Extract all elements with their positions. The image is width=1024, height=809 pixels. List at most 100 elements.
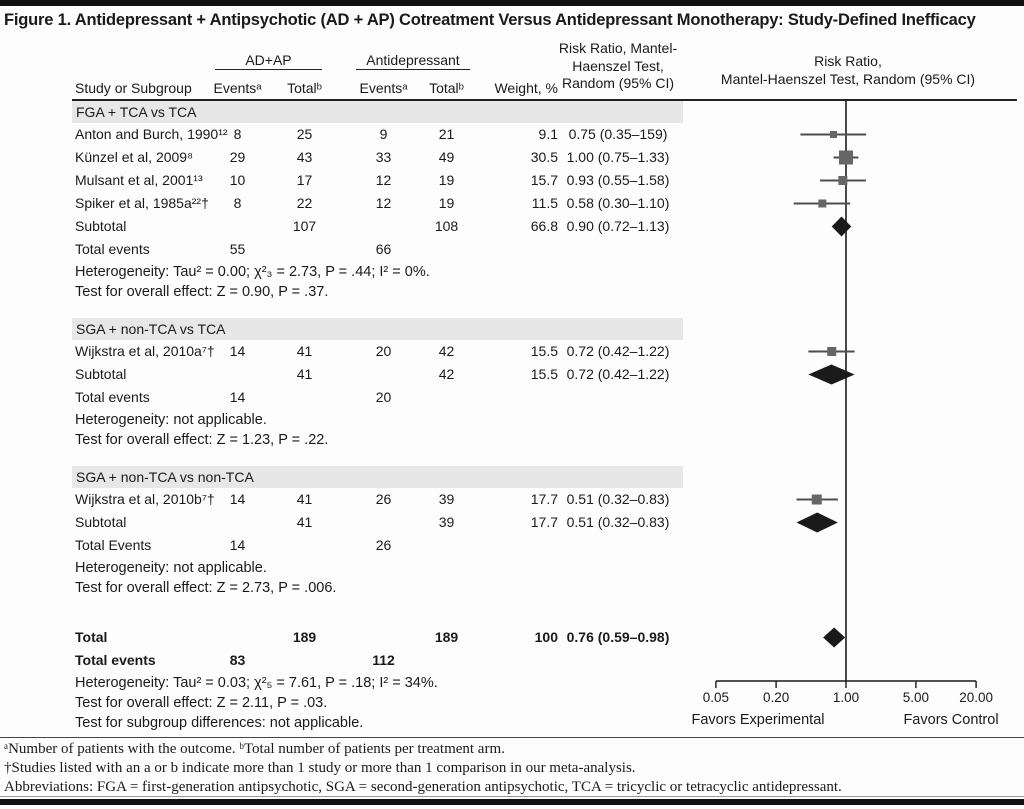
cell-w: 15.7: [530, 172, 558, 188]
study-row: Künzel et al, 2009⁸ 29 43 33 49 30.5 1.00 (0.7…: [0, 146, 1024, 169]
cell-e2: 66: [375, 241, 392, 257]
note-row: Test for subgroup differences: not appli…: [0, 713, 1024, 733]
favors-experimental-label: Favors Experimental: [692, 712, 825, 728]
cell-rr: 0.51 (0.32–0.83): [566, 514, 670, 530]
cell-rr: 0.51 (0.32–0.83): [566, 491, 670, 507]
note-row: Test for overall effect: Z = 2.73, P = .…: [0, 578, 1024, 598]
cell-study: Subtotal: [75, 218, 127, 234]
cell-t2: 39: [438, 514, 455, 530]
note-row: Heterogeneity: not applicable.: [0, 410, 1024, 430]
study-row: Wijkstra et al, 2010b⁷† 14 41 26 39 17.7 0.51 …: [0, 488, 1024, 511]
col-group-antidepressant: Antidepressant: [356, 52, 470, 70]
effect-square: [827, 347, 837, 356]
top-rule: [0, 0, 1024, 6]
cell-e2: 9: [379, 126, 388, 142]
note-row: Heterogeneity: Tau² = 0.03; χ²₅ = 7.61, …: [0, 673, 1024, 693]
col-header-total-ad: Totalᵇ: [429, 80, 464, 96]
cell-rr: 0.93 (0.55–1.58): [566, 172, 670, 188]
note-text: Test for overall effect: Z = 2.11, P = .…: [75, 695, 328, 711]
cell-rr: 0.58 (0.30–1.10): [566, 195, 670, 211]
note-row: Test for overall effect: Z = 2.11, P = .…: [0, 693, 1024, 713]
section-band: FGA + TCA vs TCA: [72, 101, 683, 123]
col-header-risk-ratio: Risk Ratio, Mantel- Haenszel Test, Rando…: [543, 40, 693, 93]
subtotal-row: Subtotal 41 42 15.5 0.72 (0.42–1.22): [0, 363, 1024, 386]
cell-e1: 55: [229, 241, 246, 257]
cell-e2: 12: [375, 195, 392, 211]
subtotal-row: Subtotal 41 39 17.7 0.51 (0.32–0.83): [0, 511, 1024, 534]
note-row: Heterogeneity: Tau² = 0.00; χ²₃ = 2.73, …: [0, 262, 1024, 282]
note-text: Test for overall effect: Z = 0.90, P = .…: [75, 284, 329, 300]
col-header-weight: Weight, %: [494, 80, 558, 96]
cell-study: Total events: [75, 389, 150, 405]
cell-e2: 26: [375, 537, 392, 553]
cell-w: 15.5: [530, 366, 558, 382]
cell-e1: 8: [233, 195, 242, 211]
footnote-abbreviations: Abbreviations: FGA = first-generation an…: [4, 779, 842, 795]
cell-t1: 22: [296, 195, 313, 211]
col-header-risk-ratio-line3: Random (95% CI): [561, 75, 675, 91]
x-axis-tick-label: 0.20: [763, 690, 789, 705]
section-label: SGA + non-TCA vs non-TCA: [76, 469, 254, 485]
cell-study: Total events: [75, 652, 156, 668]
cell-rr: 0.72 (0.42–1.22): [566, 343, 670, 359]
pooled-diamond: [823, 627, 846, 648]
cell-e1: 14: [229, 537, 246, 553]
cell-t2: 42: [438, 366, 455, 382]
cell-t1: 107: [292, 218, 317, 234]
cell-study: Anton and Burch, 1990¹²: [75, 126, 228, 142]
effect-square: [818, 199, 827, 208]
cell-rr: 0.72 (0.42–1.22): [566, 366, 670, 382]
cell-e1: 10: [229, 172, 246, 188]
cell-e2: 12: [375, 172, 392, 188]
col-group-adap: AD+AP: [215, 52, 322, 70]
cell-e1: 14: [229, 491, 246, 507]
cell-t1: 41: [296, 491, 313, 507]
x-axis-tick-label: 0.05: [703, 690, 729, 705]
cell-study: Mulsant et al, 2001¹³: [75, 172, 203, 188]
study-row: Mulsant et al, 2001¹³ 10 17 12 19 15.7 0.93 (0…: [0, 169, 1024, 192]
bottom-thin-rule: [0, 796, 1024, 797]
header-rule: [72, 99, 1017, 101]
cell-rr: 1.00 (0.75–1.33): [566, 149, 670, 165]
overall-total-events-row: Total events 83 112: [0, 649, 1024, 671]
plot-header-line1: Risk Ratio,: [814, 53, 882, 69]
cell-t2: 189: [434, 629, 459, 645]
effect-square: [830, 131, 838, 138]
col-header-study: Study or Subgroup: [75, 80, 192, 96]
col-header-events-ad: Eventsᵃ: [359, 80, 408, 96]
cell-t2: 39: [438, 491, 455, 507]
cell-t2: 108: [434, 218, 459, 234]
note-text: Test for subgroup differences: not appli…: [75, 715, 364, 731]
cell-e2: 33: [375, 149, 392, 165]
note-text: Heterogeneity: not applicable.: [75, 412, 267, 428]
note-text: Test for overall effect: Z = 1.23, P = .…: [75, 432, 329, 448]
cell-t2: 19: [438, 195, 455, 211]
cell-rr: 0.90 (0.72–1.13): [566, 218, 670, 234]
cell-study: Wijkstra et al, 2010a⁷†: [75, 343, 215, 359]
pooled-diamond: [796, 512, 838, 533]
section-label: FGA + TCA vs TCA: [76, 104, 197, 120]
cell-study: Total Events: [75, 537, 152, 553]
favors-control-label: Favors Control: [903, 712, 998, 728]
plot-header: Risk Ratio, Mantel-Haenszel Test, Random…: [668, 52, 1024, 88]
cell-t2: 21: [438, 126, 455, 142]
section-label: SGA + non-TCA vs TCA: [76, 321, 226, 337]
effect-square: [839, 150, 853, 165]
footer-rule: [0, 737, 1024, 738]
cell-e1: 83: [229, 652, 246, 668]
cell-t1: 189: [292, 629, 317, 645]
cell-t2: 49: [438, 149, 455, 165]
cell-w: 66.8: [530, 218, 558, 234]
cell-w: 15.5: [530, 343, 558, 359]
col-header-events-adap: Eventsᵃ: [213, 80, 262, 96]
study-row: Spiker et al, 1985a²²† 8 22 12 19 11.5 0.58 (0…: [0, 192, 1024, 215]
cell-t1: 17: [296, 172, 313, 188]
cell-study: Total: [75, 629, 108, 645]
x-axis-tick-label: 1.00: [833, 690, 859, 705]
cell-study: Spiker et al, 1985a²²†: [75, 195, 209, 211]
x-axis-tick-label: 5.00: [903, 690, 929, 705]
note-row: Heterogeneity: not applicable.: [0, 558, 1024, 578]
cell-w: 9.1: [538, 126, 558, 142]
cell-study: Künzel et al, 2009⁸: [75, 149, 193, 165]
x-axis-tick-label: 20.00: [959, 690, 993, 705]
